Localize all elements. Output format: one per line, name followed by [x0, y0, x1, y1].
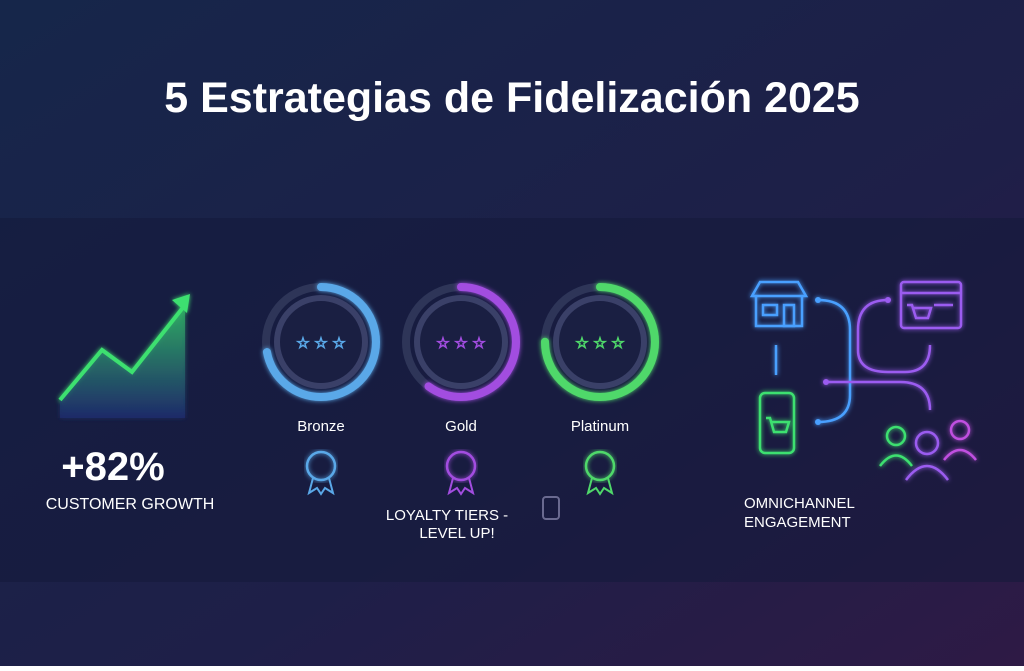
badge — [305, 450, 337, 482]
badge-ribbon — [307, 477, 335, 496]
title: 5 Estrategias de Fidelización 2025 — [164, 74, 859, 122]
star: ☆ — [314, 335, 327, 352]
tiers-caption: LEVEL UP! — [419, 525, 494, 542]
ring-arc — [541, 283, 659, 401]
tier-label: Platinum — [571, 418, 629, 435]
star: ☆ — [575, 335, 588, 352]
omnichannel-icons — [749, 280, 977, 481]
badge-ribbon — [586, 477, 614, 496]
ring-inner — [414, 295, 508, 389]
badge — [445, 450, 477, 482]
star: ☆ — [332, 335, 345, 352]
tier-label: Bronze — [297, 418, 345, 435]
star: ☆ — [454, 335, 467, 352]
star: ☆ — [296, 335, 309, 352]
badge-ribbon — [447, 477, 475, 496]
star: ☆ — [611, 335, 624, 352]
doc-icon — [542, 496, 560, 520]
ring-arc — [262, 283, 380, 401]
star: ☆ — [472, 335, 485, 352]
growth-value: +82% — [61, 445, 164, 489]
growth-label: CUSTOMER GROWTH — [46, 496, 215, 513]
star: ☆ — [436, 335, 449, 352]
omnichannel-label: OMNICHANNEL — [744, 495, 855, 512]
omnichannel-label: ENGAGEMENT — [744, 514, 851, 531]
ring-inner — [274, 295, 368, 389]
star: ☆ — [593, 335, 606, 352]
growth-icon — [58, 294, 190, 418]
tier-label: Gold — [445, 418, 477, 435]
ring-inner — [553, 295, 647, 389]
tiers-caption: LOYALTY TIERS - — [386, 507, 508, 524]
tier-group: ☆ ☆ ☆ Bronze ☆ ☆ ☆ Gold ☆ ☆ ☆ Platinum — [262, 283, 659, 496]
badge — [584, 450, 616, 482]
ring-arc — [402, 283, 520, 401]
